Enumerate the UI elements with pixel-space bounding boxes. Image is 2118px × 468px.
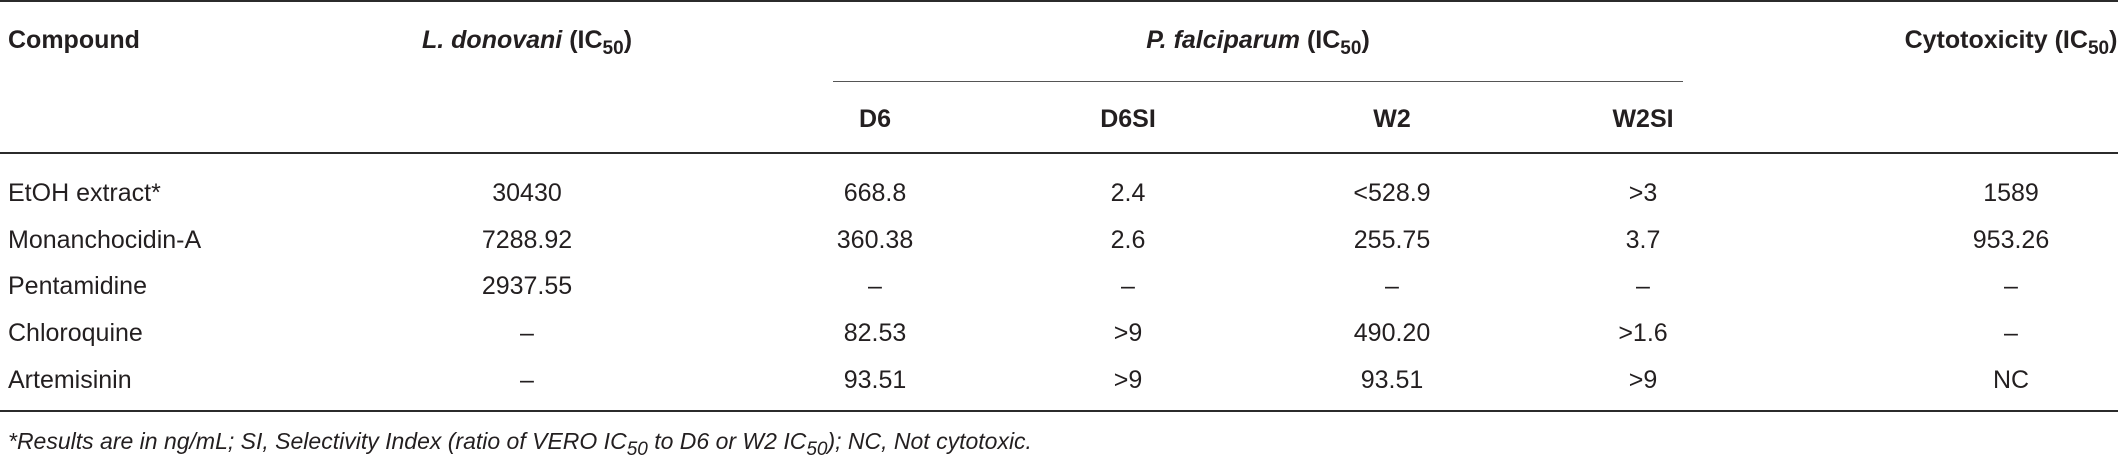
cell-ldonovani: – — [520, 319, 534, 347]
cell-ldonovani: 2937.55 — [481, 272, 573, 300]
cell-compound: Chloroquine — [8, 319, 143, 347]
cell-ldonovani: – — [520, 366, 534, 394]
cell-w2si: >9 — [1628, 366, 1658, 394]
cell-d6si: >9 — [1113, 366, 1143, 394]
header-w2: W2 — [1373, 105, 1411, 133]
cell-w2: 490.20 — [1353, 319, 1431, 347]
cell-w2si: >3 — [1628, 179, 1658, 207]
cell-cytotoxicity: – — [2004, 319, 2018, 347]
cell-d6si: 2.4 — [1110, 179, 1146, 207]
cell-d6si: 2.6 — [1110, 226, 1146, 254]
footnote-sub: 50 — [626, 439, 648, 460]
header-cyto-close: ) — [2109, 26, 2118, 54]
header-pfalciparum-close: ) — [1361, 26, 1370, 54]
cell-ldonovani: 7288.92 — [481, 226, 573, 254]
cell-cytotoxicity: 1589 — [1983, 179, 2039, 207]
pfalciparum-span-rule — [833, 81, 1683, 82]
cell-d6si: – — [1121, 272, 1135, 300]
cell-d6: 93.51 — [843, 366, 907, 394]
header-compound-text: Compound — [8, 26, 140, 54]
cell-cytotoxicity: 953.26 — [1972, 226, 2050, 254]
cell-ldonovani: 30430 — [492, 179, 562, 207]
header-ldonovani-sub: 50 — [602, 38, 624, 59]
cell-w2: <528.9 — [1353, 179, 1431, 207]
cell-d6: – — [868, 272, 882, 300]
cell-w2si: 3.7 — [1625, 226, 1661, 254]
header-ldonovani: L. donovani (IC50) — [421, 24, 633, 59]
header-ldonovani-close: ) — [623, 26, 633, 54]
header-ldonovani-unit: (IC — [569, 26, 603, 54]
cell-compound: Artemisinin — [8, 366, 132, 394]
cell-cytotoxicity: NC — [1992, 366, 2030, 394]
header-pfalciparum-name: P. falciparum — [1146, 26, 1301, 54]
header-compound: Compound — [8, 24, 140, 56]
header-cyto-text: Cytotoxicity (IC — [1904, 26, 2088, 54]
cell-d6: 360.38 — [836, 226, 914, 254]
cell-cytotoxicity: – — [2004, 272, 2018, 300]
footnote-sub2: 50 — [806, 439, 828, 460]
header-cyto-sub: 50 — [2087, 38, 2110, 59]
header-pfalciparum-unit: (IC — [1306, 26, 1341, 54]
header-pfalciparum: P. falciparum (IC50) — [1146, 24, 1370, 59]
header-w2si: W2SI — [1612, 105, 1674, 133]
header-d6si: D6SI — [1100, 105, 1156, 133]
header-pfalciparum-sub: 50 — [1340, 38, 1362, 59]
footnote-part2: to D6 or W2 IC — [647, 428, 807, 454]
table-footnote: *Results are in ng/mL; SI, Selectivity I… — [8, 428, 1032, 459]
cell-d6: 82.53 — [843, 319, 907, 347]
cell-w2: 255.75 — [1353, 226, 1431, 254]
table-bottom-rule — [0, 410, 2118, 412]
cell-compound: Pentamidine — [8, 272, 147, 300]
cell-w2si: – — [1636, 272, 1650, 300]
cell-w2si: >1.6 — [1618, 319, 1668, 347]
cell-w2: – — [1385, 272, 1399, 300]
cell-w2: 93.51 — [1360, 366, 1424, 394]
table-top-rule — [0, 0, 2118, 2]
header-d6: D6 — [859, 105, 891, 133]
footnote-part3: ); NC, Not cytotoxic. — [827, 428, 1032, 454]
cell-d6: 668.8 — [843, 179, 907, 207]
cell-compound: EtOH extract* — [8, 179, 161, 207]
cell-d6si: >9 — [1113, 319, 1143, 347]
header-ldonovani-name: L. donovani — [421, 26, 563, 54]
header-bottom-rule — [0, 152, 2118, 154]
footnote-part1: *Results are in ng/mL; SI, Selectivity I… — [8, 428, 627, 454]
header-cytotoxicity: Cytotoxicity (IC50) — [1904, 24, 2118, 59]
cell-compound: Monanchocidin-A — [8, 226, 202, 254]
